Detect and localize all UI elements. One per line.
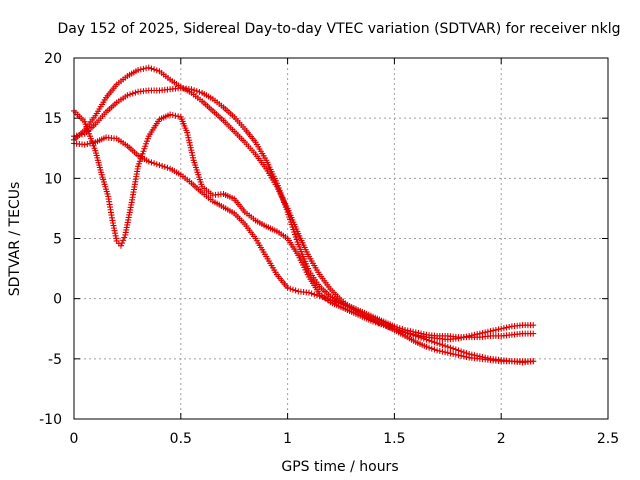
chart-title: Day 152 of 2025, Sidereal Day-to-day VTE… (58, 21, 621, 37)
y-tick-label: 20 (44, 51, 62, 67)
x-axis-label: GPS time / hours (281, 459, 398, 475)
y-tick-label: -5 (48, 352, 62, 368)
series-track-1 (71, 64, 537, 343)
tick-labels: 0 0.5 1 1.5 2 2.5 -10 -5 0 5 10 15 20 (39, 51, 619, 447)
y-tick-label: 10 (44, 171, 62, 187)
y-tick-label: 5 (53, 232, 62, 248)
x-tick-label: 1.5 (383, 431, 405, 447)
x-tick-label: 0 (70, 431, 79, 447)
data-points (71, 64, 537, 366)
grid (74, 58, 608, 419)
y-tick-label: 15 (44, 111, 62, 127)
axis-ticks (73, 57, 609, 420)
y-tick-label: 0 (53, 292, 62, 308)
x-tick-label: 1 (283, 431, 292, 447)
x-tick-label: 2 (497, 431, 506, 447)
x-tick-label: 2.5 (597, 431, 619, 447)
y-axis-label: SDTVAR / TECUs (7, 182, 23, 297)
y-tick-label: -10 (39, 412, 62, 428)
series-track-2 (71, 85, 537, 341)
series-track-4 (71, 107, 537, 366)
x-tick-label: 0.5 (170, 431, 192, 447)
